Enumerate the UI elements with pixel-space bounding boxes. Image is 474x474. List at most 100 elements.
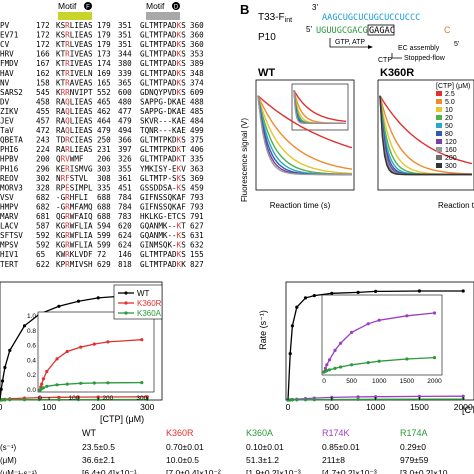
align-seq-motif-d: GIFNSSQKAF	[140, 193, 186, 202]
trace-ylabel: Fluorescence signal (V)	[240, 118, 249, 202]
align-seq-motif-d: SAPPG-DKAE	[140, 97, 186, 106]
table-cell: [3.0±0.2]×10	[400, 468, 448, 474]
trace-curve	[379, 95, 472, 176]
align-name: TaV	[0, 126, 14, 135]
align-end-1: 464	[97, 117, 111, 126]
align-start-2: 361	[118, 174, 132, 183]
trace-curve	[257, 95, 353, 170]
align-name: HMPV	[0, 202, 19, 211]
align-name: EV71	[0, 31, 19, 40]
trace-curve	[293, 90, 347, 123]
align-start-2: 620	[118, 222, 132, 231]
kinetics-k360r: K360R Reaction time (s) [CTP] (μM)2.55.0…	[377, 67, 474, 210]
wt-traces	[257, 95, 353, 176]
align-name: SARS2	[0, 88, 23, 97]
align-seq-motif-d: SAPPG-DKAE	[140, 107, 186, 116]
align-end-1: 303	[97, 164, 111, 173]
align-start-2: 784	[118, 193, 132, 202]
panel-b-scheme: B T33-Fint P10 3' AAGCUGCUCUGCUCCUCCC 5'…	[240, 2, 459, 64]
step-arrow-1	[329, 38, 372, 48]
align-start-1: 458	[36, 97, 50, 106]
right-chart-ylabel: Rate (s⁻¹)	[258, 310, 268, 350]
table-row-label: (μM)	[0, 456, 17, 465]
align-end-1: 688	[97, 212, 111, 221]
motif-f-badge-letter: F	[86, 5, 90, 11]
align-start-1: 296	[36, 164, 50, 173]
align-start-2: 326	[118, 155, 132, 164]
align-start-1: 224	[36, 145, 50, 154]
five-prime-label: 5'	[306, 25, 312, 34]
align-end-1: 206	[97, 155, 111, 164]
align-seq-motif-f: QRVWMF	[56, 155, 84, 164]
align-seq-motif-d: GLTMTPADKS	[140, 21, 186, 30]
right-chart-series	[286, 289, 465, 402]
align-end-1: 462	[97, 107, 111, 116]
x-tick-label: 1500	[410, 402, 429, 412]
trace-curve	[379, 95, 473, 176]
x-tick-label: 2000	[454, 402, 473, 412]
align-seq-motif-d: GLTMTPADKS	[140, 69, 186, 78]
align-seq-motif-d: GQANMK--KS	[140, 231, 186, 240]
align-end-2: 827	[190, 260, 204, 269]
wt-inset-traces	[293, 90, 347, 124]
align-seq-motif-f: RAQLIEAS	[56, 107, 93, 116]
align-end-1: 599	[97, 231, 111, 240]
align-start-1: 172	[36, 40, 50, 49]
align-start-1: 472	[36, 126, 50, 135]
legend-value: 10	[445, 107, 453, 114]
align-seq-motif-d: GLTMTPADKT	[140, 155, 186, 164]
legend-swatch	[436, 147, 442, 152]
trace-curve	[293, 90, 346, 124]
series-line	[288, 398, 464, 401]
table-cell: 36.6±2.1	[82, 455, 115, 465]
align-end-2: 375	[190, 136, 204, 145]
right-inset-ticks: 0 500 1000 1500 2000	[322, 378, 442, 385]
legend-value: 2.5	[445, 91, 455, 98]
align-seq-motif-f: KGRWFLIA	[56, 241, 93, 250]
legend-label: K360A	[137, 309, 162, 318]
align-seq-motif-d: GINMSQK-KS	[140, 241, 186, 250]
align-start-2: 480	[118, 97, 132, 106]
align-seq-motif-d: GLTMTPADKS	[140, 40, 186, 49]
legend-swatch	[436, 115, 442, 120]
k360r-traces	[379, 95, 473, 176]
x-tick-label: 300	[140, 402, 154, 412]
trace-curve	[257, 95, 353, 175]
align-end-2: 353	[190, 50, 204, 59]
align-seq-motif-d: GDNQYPVDKS	[140, 88, 186, 97]
trace-curve	[379, 95, 472, 176]
align-end-2: 374	[190, 78, 204, 87]
align-end-1: 179	[97, 21, 111, 30]
motif-d-badge-letter: D	[174, 5, 179, 11]
align-end-2: 499	[190, 126, 204, 135]
align-seq-motif-f: KSRLIEAS	[56, 21, 93, 30]
align-seq-motif-f: KTRLVEAS	[56, 40, 93, 49]
align-seq-motif-f: -GRMFAMQ	[56, 202, 93, 211]
series-line	[0, 398, 148, 401]
motif-d-badge	[172, 2, 180, 10]
align-start-1: 592	[36, 241, 50, 250]
align-name: SFTSV	[0, 231, 23, 240]
align-start-1: 158	[36, 78, 50, 87]
inset-y-tick-label: 0.8	[27, 328, 36, 335]
align-name: MARV	[0, 212, 19, 221]
table-cell: [4.7±0.2]×10⁻³	[322, 468, 377, 474]
align-start-1: 592	[36, 231, 50, 240]
legend-title: [CTP] (μM)	[436, 83, 470, 90]
align-start-1: 457	[36, 117, 50, 126]
legend-label: WT	[137, 289, 150, 298]
motif-d-label: Motif	[146, 1, 165, 11]
align-start-1: 681	[36, 212, 50, 221]
align-start-2: 351	[118, 31, 132, 40]
five-prime-right-label: 5'	[454, 41, 459, 48]
wt-title: WT	[258, 67, 275, 79]
align-seq-motif-f: RAQLIEAS	[56, 117, 93, 126]
align-end-1: 174	[97, 59, 111, 68]
align-end-1: 552	[97, 88, 111, 97]
legend-value: 300	[445, 163, 457, 170]
inset-y-tick-label: 0.2	[27, 372, 36, 379]
inset-y-tick-label: 0.4	[27, 357, 36, 364]
